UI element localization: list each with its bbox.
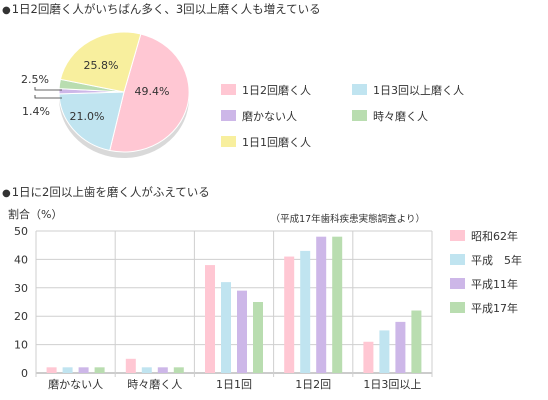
pie-legend-label: 1日3回以上磨く人: [373, 84, 464, 97]
source-note: （平成17年歯科疾患実態調査より）: [271, 213, 425, 225]
bar: [253, 302, 263, 373]
bar: [284, 256, 295, 373]
pie-legend-swatch: [352, 110, 367, 121]
bar: [363, 341, 374, 373]
pie-legend-label: 磨かない人: [242, 110, 297, 123]
bar: [94, 367, 105, 373]
bar-legend-label: 平成17年: [471, 301, 518, 315]
x-category-label: 1日3回以上: [363, 378, 421, 391]
y-tick-label: 0: [21, 367, 28, 380]
bar: [157, 367, 168, 373]
bar-legend-label: 平成11年: [471, 277, 518, 291]
bullet-dot-icon: ●: [2, 5, 11, 16]
bar-legend-label: 昭和62年: [471, 229, 518, 243]
x-category-label: 1日2回: [295, 378, 331, 391]
y-tick-label: 30: [14, 282, 28, 295]
pie-value-label: 49.4%: [135, 85, 170, 98]
bar: [46, 367, 57, 373]
y-tick-label: 10: [14, 339, 28, 352]
pie-legend-swatch: [352, 84, 367, 95]
bar: [173, 367, 184, 373]
pie-legend-swatch: [221, 136, 236, 147]
pie-slice: [109, 33, 190, 153]
x-category-label: 時々磨く人: [127, 378, 182, 391]
pie-value-label: 1.4%: [22, 105, 50, 118]
pie-section-heading: ●1日2回磨く人がいちばん多く、3回以上磨く人も増えている: [2, 1, 321, 17]
pie-value-label: 2.5%: [21, 73, 49, 86]
y-tick-label: 40: [14, 253, 28, 266]
bar: [300, 250, 311, 373]
bar-legend-swatch: [450, 230, 465, 241]
bar: [379, 330, 390, 373]
bar: [125, 358, 136, 373]
pie-legend-label: 時々磨く人: [373, 110, 428, 123]
bar: [78, 367, 89, 373]
bar-section-heading: ●1日に2回以上歯を磨く人がふえている: [2, 184, 210, 200]
bar: [332, 236, 343, 373]
pie-section-title: 1日2回磨く人がいちばん多く、3回以上磨く人も増えている: [11, 2, 321, 16]
y-tick-label: 50: [14, 225, 28, 238]
pie-slice: [58, 91, 125, 152]
pie-legend-swatch: [221, 110, 236, 121]
bar-legend-swatch: [450, 254, 465, 265]
bar: [237, 290, 247, 373]
bar-legend-swatch: [450, 302, 465, 313]
bar: [395, 321, 406, 373]
bar-legend-label: 平成 5年: [471, 253, 522, 267]
pie-legend-swatch: [221, 84, 236, 95]
bullet-dot-icon: ●: [2, 188, 11, 199]
pie-slice: [59, 31, 142, 93]
pie-legend-label: 1日2回磨く人: [242, 84, 311, 97]
x-category-label: 1日1回: [216, 378, 252, 391]
y-tick-label: 20: [14, 310, 28, 323]
bar: [316, 236, 327, 373]
pie-value-label: 25.8%: [84, 59, 119, 72]
pie-legend-label: 1日1回磨く人: [242, 136, 311, 149]
bar-section-title: 1日に2回以上歯を磨く人がふえている: [11, 185, 210, 199]
bar: [141, 367, 152, 373]
y-axis-label: 割合（%）: [8, 207, 62, 221]
bar: [221, 282, 231, 373]
bar: [62, 367, 73, 373]
bar: [205, 265, 215, 373]
pie-leader-line: [34, 95, 62, 99]
x-category-label: 磨かない人: [48, 378, 103, 391]
bar: [411, 310, 422, 373]
pie-value-label: 21.0%: [70, 110, 105, 123]
pie-leader-line: [34, 87, 62, 91]
bar-legend-swatch: [450, 278, 465, 289]
